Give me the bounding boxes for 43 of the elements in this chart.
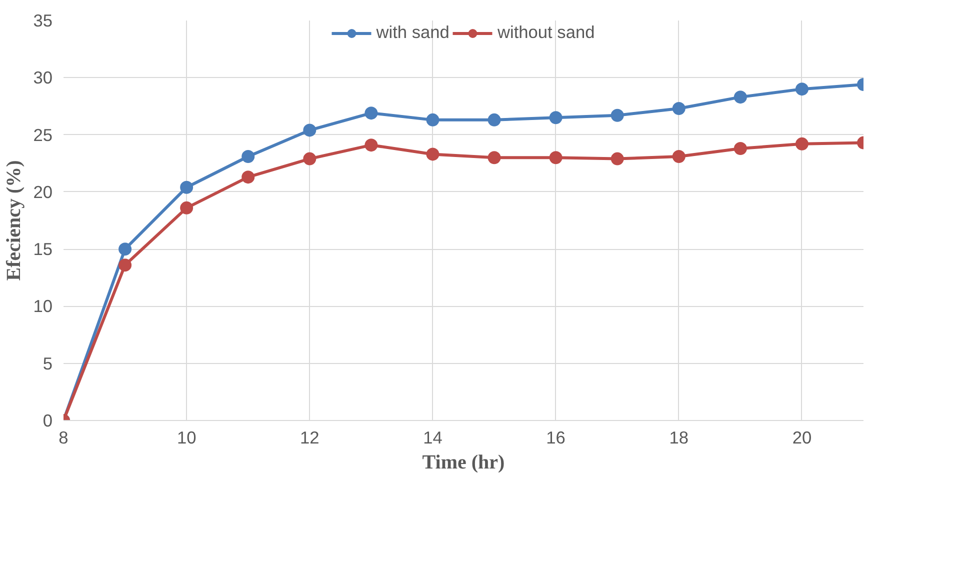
point [488,113,501,126]
point [549,151,562,164]
y-tick-label: 20 [33,182,53,202]
point [610,108,624,122]
x-tick-label: 12 [300,428,320,448]
x-tick-label: 8 [58,428,68,448]
legend-label: with sand [376,22,450,43]
point [426,148,440,161]
point [734,142,747,155]
point [795,137,808,150]
point [242,170,255,184]
point [118,258,132,272]
point [795,82,808,96]
y-tick-label: 25 [33,124,53,145]
x-tick-label: 16 [546,428,566,448]
point [118,242,132,256]
point [242,150,255,163]
y-tick-label: 35 [33,10,53,30]
point [303,152,316,166]
point [303,124,316,137]
y-tick-label: 10 [33,296,53,316]
point [549,111,562,124]
y-axis-title: Efeciency (%) [3,160,26,281]
x-tick-label: 10 [176,428,196,448]
point [180,201,194,214]
point [610,152,624,166]
y-tick-label: 15 [33,239,53,260]
y-tick-label: 30 [33,68,53,88]
y-tick-label: 5 [42,353,53,374]
x-tick-label: 14 [423,428,443,448]
point [672,150,686,163]
point [364,138,378,152]
x-axis-title: Time (hr) [422,452,505,474]
y-tick-label: 0 [42,410,53,430]
point [672,102,686,115]
point [180,180,194,194]
x-tick-label: 20 [792,428,812,448]
point [364,106,378,120]
legend-label: without sand [497,22,595,43]
point [426,113,440,126]
point [734,90,747,104]
x-tick-label: 18 [669,428,689,448]
point [488,151,501,164]
